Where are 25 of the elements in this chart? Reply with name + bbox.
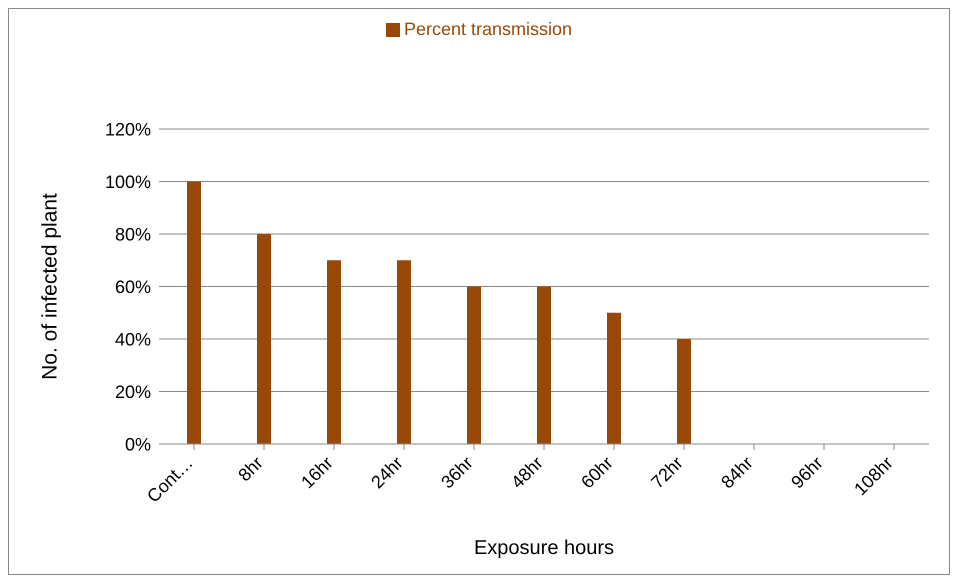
x-tick-label: 72hr: [647, 452, 687, 492]
bar: [327, 260, 341, 444]
x-tick-label: 36hr: [437, 452, 477, 492]
bar: [397, 260, 411, 444]
y-tick-label: 40%: [114, 329, 151, 350]
bar: [467, 286, 481, 444]
bar: [187, 182, 201, 444]
bar: [537, 286, 551, 444]
x-axis-title: Exposure hours: [474, 537, 614, 559]
y-tick-label: 80%: [114, 224, 151, 244]
y-tick-label: 120%: [104, 119, 151, 140]
bar: [607, 312, 621, 444]
legend-label: Percent transmission: [404, 19, 572, 39]
y-tick-label: 0%: [124, 434, 151, 454]
x-tick-label: 96hr: [787, 452, 827, 492]
x-tick-label: 48hr: [507, 452, 547, 492]
y-tick-label: 20%: [114, 382, 151, 402]
y-tick-label: 60%: [114, 276, 151, 297]
bar: [257, 234, 271, 444]
bar: [677, 339, 691, 444]
y-tick-label: 100%: [104, 172, 151, 192]
x-tick-label: 84hr: [717, 452, 757, 492]
x-tick-label: 60hr: [577, 452, 617, 492]
x-tick-label: 8hr: [234, 452, 267, 486]
y-axis-title: No. of infected plant: [38, 192, 62, 380]
